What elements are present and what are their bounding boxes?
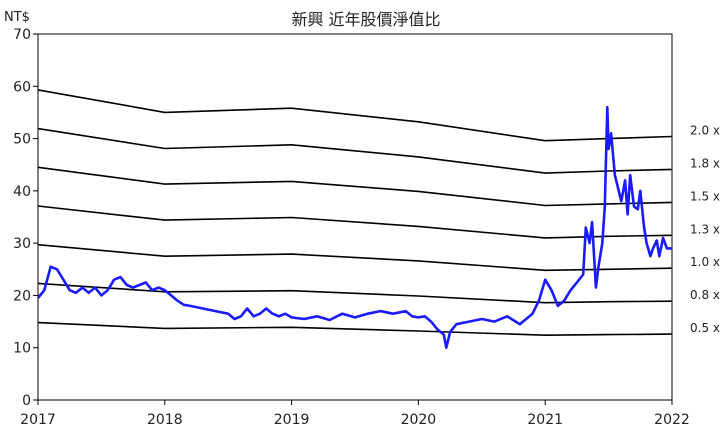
- x-axis-ticks: 2017 2018 2019 2020 2021 2022: [20, 400, 690, 428]
- y-axis-unit: NT$: [4, 10, 30, 25]
- plot-frame: [37, 33, 673, 401]
- x-tick-label: 2017: [20, 412, 56, 428]
- pbr-band-line: [37, 321, 673, 336]
- x-tick-label: 2021: [527, 412, 563, 428]
- y-tick-label: 40: [13, 184, 31, 200]
- x-tick-label: 2020: [401, 412, 437, 428]
- y-tick-label: 30: [13, 236, 31, 252]
- pbr-band-line: [37, 166, 673, 207]
- y-tick-label: 70: [13, 27, 31, 43]
- chart-title: 新興 近年股價淨值比: [291, 10, 440, 29]
- pbr-band-label: 0.5 x: [690, 321, 720, 335]
- y-tick-label: 0: [22, 393, 31, 409]
- x-tick-label: 2018: [147, 412, 183, 428]
- y-tick-label: 50: [13, 132, 31, 148]
- y-axis-ticks: 0 10 20 30 40 50 60 70: [13, 27, 38, 409]
- x-tick-label: 2019: [274, 412, 310, 428]
- pbr-band-label: 1.0 x: [690, 255, 720, 269]
- x-tick-label: 2022: [654, 412, 690, 428]
- pbr-band-label: 1.8 x: [690, 156, 720, 170]
- pbr-band-line: [37, 127, 673, 174]
- pbr-band-line: [37, 243, 673, 272]
- y-tick-label: 20: [13, 288, 31, 304]
- pbr-band-label: 2.0 x: [690, 123, 720, 137]
- pbr-band-label: 1.3 x: [690, 222, 720, 236]
- y-tick-label: 10: [13, 341, 31, 357]
- y-tick-label: 60: [13, 79, 31, 95]
- series-labels: 0.5 x 0.8 x 1.0 x 1.3 x 1.5 x 1.8 x 2.0 x: [690, 123, 720, 335]
- pbr-band-label: 1.5 x: [690, 189, 720, 203]
- pbr-band-line: [37, 89, 673, 142]
- series-lines: [36, 89, 673, 349]
- pbr-band-line: [37, 205, 673, 239]
- price-series-line: [36, 105, 672, 349]
- pbr-band-label: 0.8 x: [690, 288, 720, 302]
